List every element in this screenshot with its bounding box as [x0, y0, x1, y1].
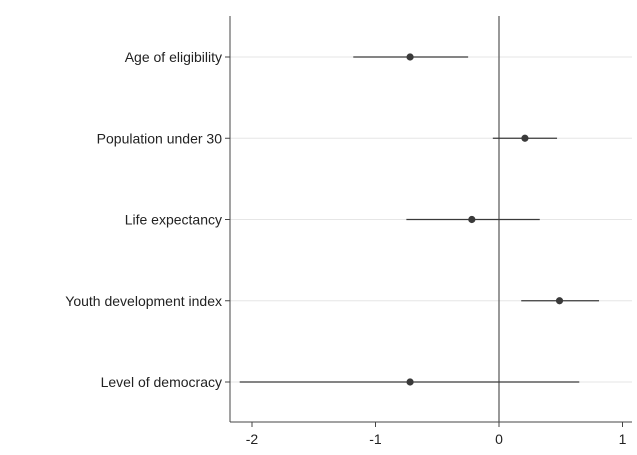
label-layer: Age of eligibility Population under 30 Lif… — [65, 49, 626, 447]
x-tick-label: 0 — [495, 431, 503, 447]
x-tick-label: -2 — [246, 431, 259, 447]
x-tick-label: 1 — [619, 431, 627, 447]
axis-layer — [225, 16, 632, 427]
y-tick-label: Population under 30 — [97, 130, 223, 146]
point-estimate — [468, 215, 476, 224]
y-tick-label: Level of democracy — [101, 374, 222, 390]
point-estimate — [555, 297, 564, 305]
point-estimate — [406, 53, 414, 61]
y-tick-label: Youth development index — [65, 293, 222, 309]
mark-layer — [239, 53, 600, 386]
point-estimate — [406, 378, 414, 386]
x-tick-label: -1 — [369, 431, 382, 447]
y-tick-label: Life expectancy — [125, 212, 222, 228]
point-estimate — [521, 134, 529, 142]
y-tick-label: Age of eligibility — [125, 49, 222, 65]
